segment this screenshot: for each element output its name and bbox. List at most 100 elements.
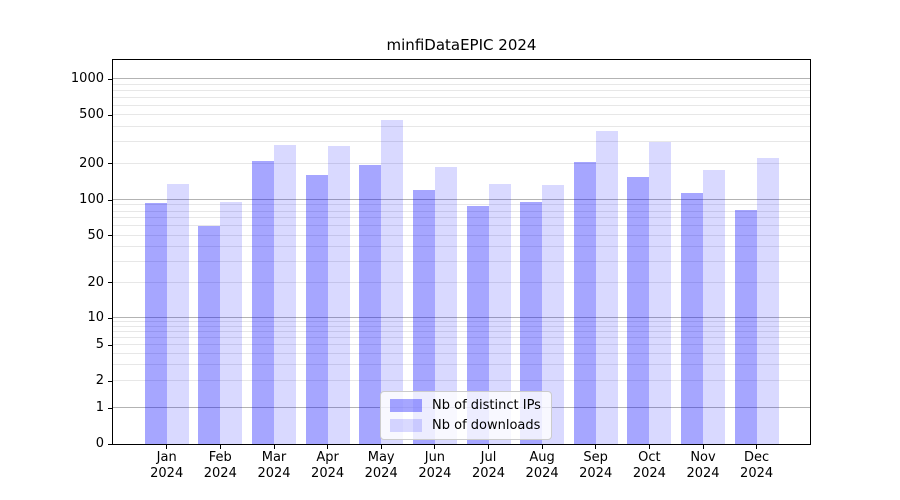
- bar-ips-jul: [466, 206, 489, 444]
- bar-downloads-feb: [220, 202, 243, 444]
- x-tick-jun: [434, 445, 436, 449]
- x-tick-oct: [648, 445, 650, 449]
- gridline-1000: [113, 78, 810, 79]
- y-tick-1000: [108, 78, 113, 80]
- gridline-4: [113, 353, 810, 354]
- bar-ips-feb: [198, 226, 221, 444]
- x-tick-dec: [756, 445, 758, 449]
- bar-downloads-may: [381, 119, 404, 444]
- bar-ips-sep: [573, 161, 596, 444]
- x-tick-label-nov: Nov 2024: [686, 450, 720, 481]
- bar-ips-mar: [252, 161, 274, 444]
- gridline-70: [113, 217, 810, 219]
- y-tick-200: [108, 163, 113, 165]
- x-tick-jan: [166, 445, 168, 449]
- y-tick-1: [108, 407, 113, 409]
- gridline-100: [113, 199, 810, 200]
- legend-label-distinct-ips: Nb of distinct IPs: [432, 398, 541, 413]
- x-tick-label-sep: Sep 2024: [579, 450, 613, 481]
- x-tick-label-dec: Dec 2024: [740, 450, 774, 481]
- gridline-400: [113, 126, 810, 128]
- y-tick-label-2: 2: [95, 373, 104, 388]
- bar-ips-apr: [305, 175, 328, 444]
- gridline-300: [113, 141, 810, 143]
- x-tick-aug: [541, 445, 543, 449]
- x-tick-label-oct: Oct 2024: [632, 450, 666, 481]
- x-tick-label-may: May 2024: [364, 450, 398, 481]
- y-tick-label-100: 100: [79, 192, 104, 207]
- gridline-50: [113, 234, 810, 236]
- bar-ips-jan: [144, 202, 167, 444]
- x-tick-label-feb: Feb 2024: [203, 450, 237, 481]
- bars-layer: [113, 60, 810, 444]
- gridline-700: [113, 96, 810, 98]
- x-tick-may: [380, 445, 382, 449]
- legend-item-downloads: Nb of downloads: [390, 418, 541, 433]
- y-tick-label-500: 500: [79, 107, 104, 123]
- x-tick-label-aug: Aug 2024: [525, 450, 559, 481]
- bar-downloads-aug: [542, 184, 565, 444]
- x-tick-apr: [327, 445, 329, 449]
- bar-downloads-sep: [595, 131, 618, 444]
- x-tick-label-mar: Mar 2024: [257, 450, 291, 481]
- y-tick-10: [108, 317, 113, 319]
- y-tick-label-1000: 1000: [70, 71, 104, 86]
- x-tick-label-jun: Jun 2024: [418, 450, 452, 481]
- x-tick-nov: [702, 445, 704, 449]
- bar-downloads-apr: [327, 145, 350, 444]
- gridline-2: [113, 380, 810, 381]
- y-tick-20: [108, 282, 113, 284]
- y-tick-500: [108, 114, 113, 116]
- bar-downloads-jun: [434, 167, 457, 444]
- y-tick-100: [108, 199, 113, 201]
- y-tick-0: [108, 443, 113, 445]
- x-tick-label-apr: Apr 2024: [311, 450, 345, 481]
- bar-ips-aug: [520, 202, 543, 444]
- gridline-7: [113, 331, 810, 333]
- y-tick-label-5: 5: [95, 337, 104, 353]
- bar-ips-dec: [734, 210, 757, 444]
- bar-downloads-dec: [756, 157, 779, 444]
- gridline-900: [113, 83, 810, 85]
- gridline-60: [113, 225, 810, 227]
- bar-ips-oct: [627, 177, 650, 444]
- gridline-9: [113, 321, 810, 323]
- gridline-40: [113, 246, 810, 248]
- legend-swatch-distinct-ips-icon: [390, 399, 422, 412]
- gridline-500: [113, 114, 810, 116]
- x-tick-mar: [273, 445, 275, 449]
- plot-area: Nb of distinct IPs Nb of downloads: [112, 59, 811, 445]
- gridline-6: [113, 337, 810, 339]
- y-tick-label-20: 20: [87, 274, 104, 290]
- y-tick-50: [108, 235, 113, 237]
- gridline-3: [113, 364, 810, 366]
- x-tick-sep: [595, 445, 597, 449]
- gridline-90: [113, 204, 810, 206]
- y-tick-5: [108, 344, 113, 346]
- bar-downloads-jul: [488, 183, 511, 444]
- gridline-200: [113, 162, 810, 164]
- bar-downloads-jan: [166, 184, 189, 444]
- gridline-600: [113, 104, 810, 106]
- bar-downloads-nov: [703, 170, 725, 444]
- legend: Nb of distinct IPs Nb of downloads: [380, 391, 552, 440]
- gridline-10: [113, 317, 810, 319]
- y-tick-2: [108, 380, 113, 382]
- gridline-5: [113, 344, 810, 346]
- chart-title: minfiDataEPIC 2024: [386, 36, 537, 54]
- legend-item-distinct-ips: Nb of distinct IPs: [390, 398, 541, 413]
- y-tick-label-0: 0: [95, 436, 104, 451]
- bar-downloads-mar: [274, 145, 296, 444]
- x-tick-feb: [219, 445, 221, 449]
- y-tick-label-50: 50: [87, 227, 104, 243]
- y-tick-label-200: 200: [79, 155, 104, 171]
- bar-ips-may: [359, 165, 382, 444]
- gridline-800: [113, 89, 810, 91]
- bar-downloads-oct: [649, 141, 672, 444]
- bar-ips-nov: [681, 193, 703, 444]
- x-tick-label-jan: Jan 2024: [150, 450, 184, 481]
- grid-layer: [113, 60, 810, 444]
- gridline-80: [113, 210, 810, 212]
- y-tick-label-10: 10: [87, 310, 104, 326]
